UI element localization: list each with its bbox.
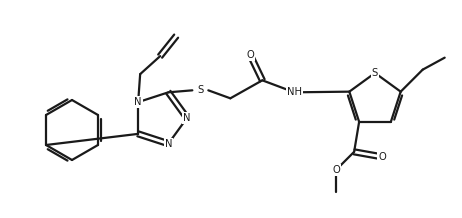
Text: O: O: [332, 165, 340, 175]
Text: N: N: [164, 139, 172, 149]
Text: NH: NH: [287, 87, 302, 97]
Text: N: N: [134, 97, 142, 107]
Text: S: S: [197, 85, 203, 95]
Text: N: N: [183, 113, 191, 123]
Text: O: O: [246, 50, 254, 60]
Text: O: O: [378, 152, 386, 162]
Text: S: S: [372, 68, 378, 78]
